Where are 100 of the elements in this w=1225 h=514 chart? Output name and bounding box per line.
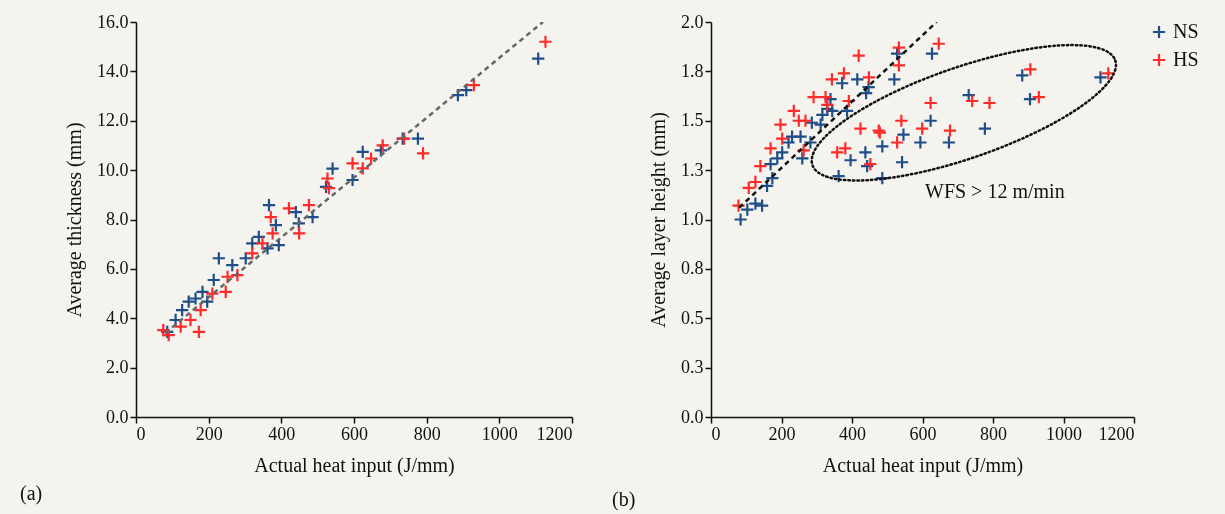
y-tick-label: 1.0 xyxy=(680,209,703,229)
y-tick-label: 1.5 xyxy=(680,110,703,131)
point xyxy=(537,34,553,49)
point xyxy=(861,70,876,85)
point xyxy=(914,121,929,136)
point xyxy=(204,286,220,301)
point xyxy=(849,72,865,87)
point xyxy=(187,291,203,306)
point xyxy=(814,107,830,123)
y-tick-label: 1.8 xyxy=(680,60,703,81)
point xyxy=(762,141,778,156)
y-tick-label: 8.0 xyxy=(105,209,128,229)
point xyxy=(764,170,780,186)
point xyxy=(977,121,992,136)
point xyxy=(894,155,909,170)
point xyxy=(893,113,909,128)
y-tick-label: 0.3 xyxy=(680,357,703,378)
point xyxy=(182,312,198,328)
point xyxy=(268,217,283,233)
point xyxy=(852,121,868,136)
point xyxy=(912,135,928,150)
point xyxy=(254,236,270,251)
x-tick-label: 800 xyxy=(979,423,1007,444)
point xyxy=(837,141,853,156)
point xyxy=(874,170,890,186)
point xyxy=(1031,89,1046,105)
point xyxy=(889,135,904,150)
point xyxy=(324,161,340,176)
legend-label: NS xyxy=(1172,20,1199,42)
y-tick-label: 0.8 xyxy=(680,258,703,279)
point xyxy=(930,36,946,51)
point xyxy=(874,139,890,154)
point xyxy=(211,251,226,266)
point xyxy=(415,146,430,161)
point xyxy=(841,93,856,109)
point xyxy=(857,145,873,160)
point xyxy=(889,46,904,61)
x-tick-label: 600 xyxy=(340,423,368,444)
point xyxy=(964,93,979,109)
point xyxy=(1100,66,1115,81)
point xyxy=(891,40,906,55)
point xyxy=(374,138,390,153)
point xyxy=(824,103,839,119)
point xyxy=(772,117,788,132)
point xyxy=(288,204,303,220)
x-tick-label: 0 xyxy=(711,423,720,444)
y-tick-label: 1.3 xyxy=(680,159,703,180)
point xyxy=(1092,70,1108,85)
point xyxy=(850,48,866,63)
point xyxy=(301,197,316,213)
x-tick-label: 1200 xyxy=(536,423,572,444)
point xyxy=(363,151,378,166)
point xyxy=(344,172,360,188)
point xyxy=(224,257,240,273)
point xyxy=(1014,68,1029,83)
point xyxy=(862,156,878,172)
legend-label: HS xyxy=(1172,48,1199,70)
point xyxy=(794,151,810,166)
y-tick-label: 16.0 xyxy=(96,11,128,32)
y-tick-label: 0.5 xyxy=(680,307,703,328)
point xyxy=(450,87,465,103)
point xyxy=(730,198,746,213)
point xyxy=(774,145,789,160)
point xyxy=(319,171,335,186)
point xyxy=(739,202,755,217)
point xyxy=(229,267,245,283)
point xyxy=(261,197,276,213)
x-tick-label: 800 xyxy=(413,423,441,444)
point xyxy=(942,123,957,138)
point xyxy=(191,324,206,340)
point xyxy=(740,180,756,196)
point xyxy=(304,209,320,225)
x-tick-label: 200 xyxy=(195,423,223,444)
y-tick-label: 12.0 xyxy=(96,110,128,131)
text: (b) xyxy=(612,488,636,511)
point xyxy=(355,161,370,176)
point xyxy=(891,58,906,73)
point xyxy=(410,131,425,146)
point xyxy=(842,153,858,168)
point xyxy=(263,209,278,225)
point xyxy=(747,174,763,190)
point xyxy=(836,66,851,81)
point xyxy=(922,95,938,111)
x-tick-label: 1000 xyxy=(1045,423,1082,444)
point xyxy=(238,251,253,266)
y-tick-label: 2.0 xyxy=(680,11,703,32)
point xyxy=(466,77,481,93)
x-tick-label: 600 xyxy=(909,423,936,444)
point xyxy=(924,46,939,61)
y-tick-label: 0.0 xyxy=(680,406,703,427)
point xyxy=(762,156,778,172)
point xyxy=(886,72,902,87)
y-axis-title: Average layer height (mm) xyxy=(646,112,670,328)
point xyxy=(192,302,208,318)
point xyxy=(795,143,811,158)
point xyxy=(922,113,938,128)
point xyxy=(774,131,789,146)
text: (a) xyxy=(20,482,43,505)
point xyxy=(817,89,833,105)
y-tick-label: 4.0 xyxy=(105,307,128,328)
